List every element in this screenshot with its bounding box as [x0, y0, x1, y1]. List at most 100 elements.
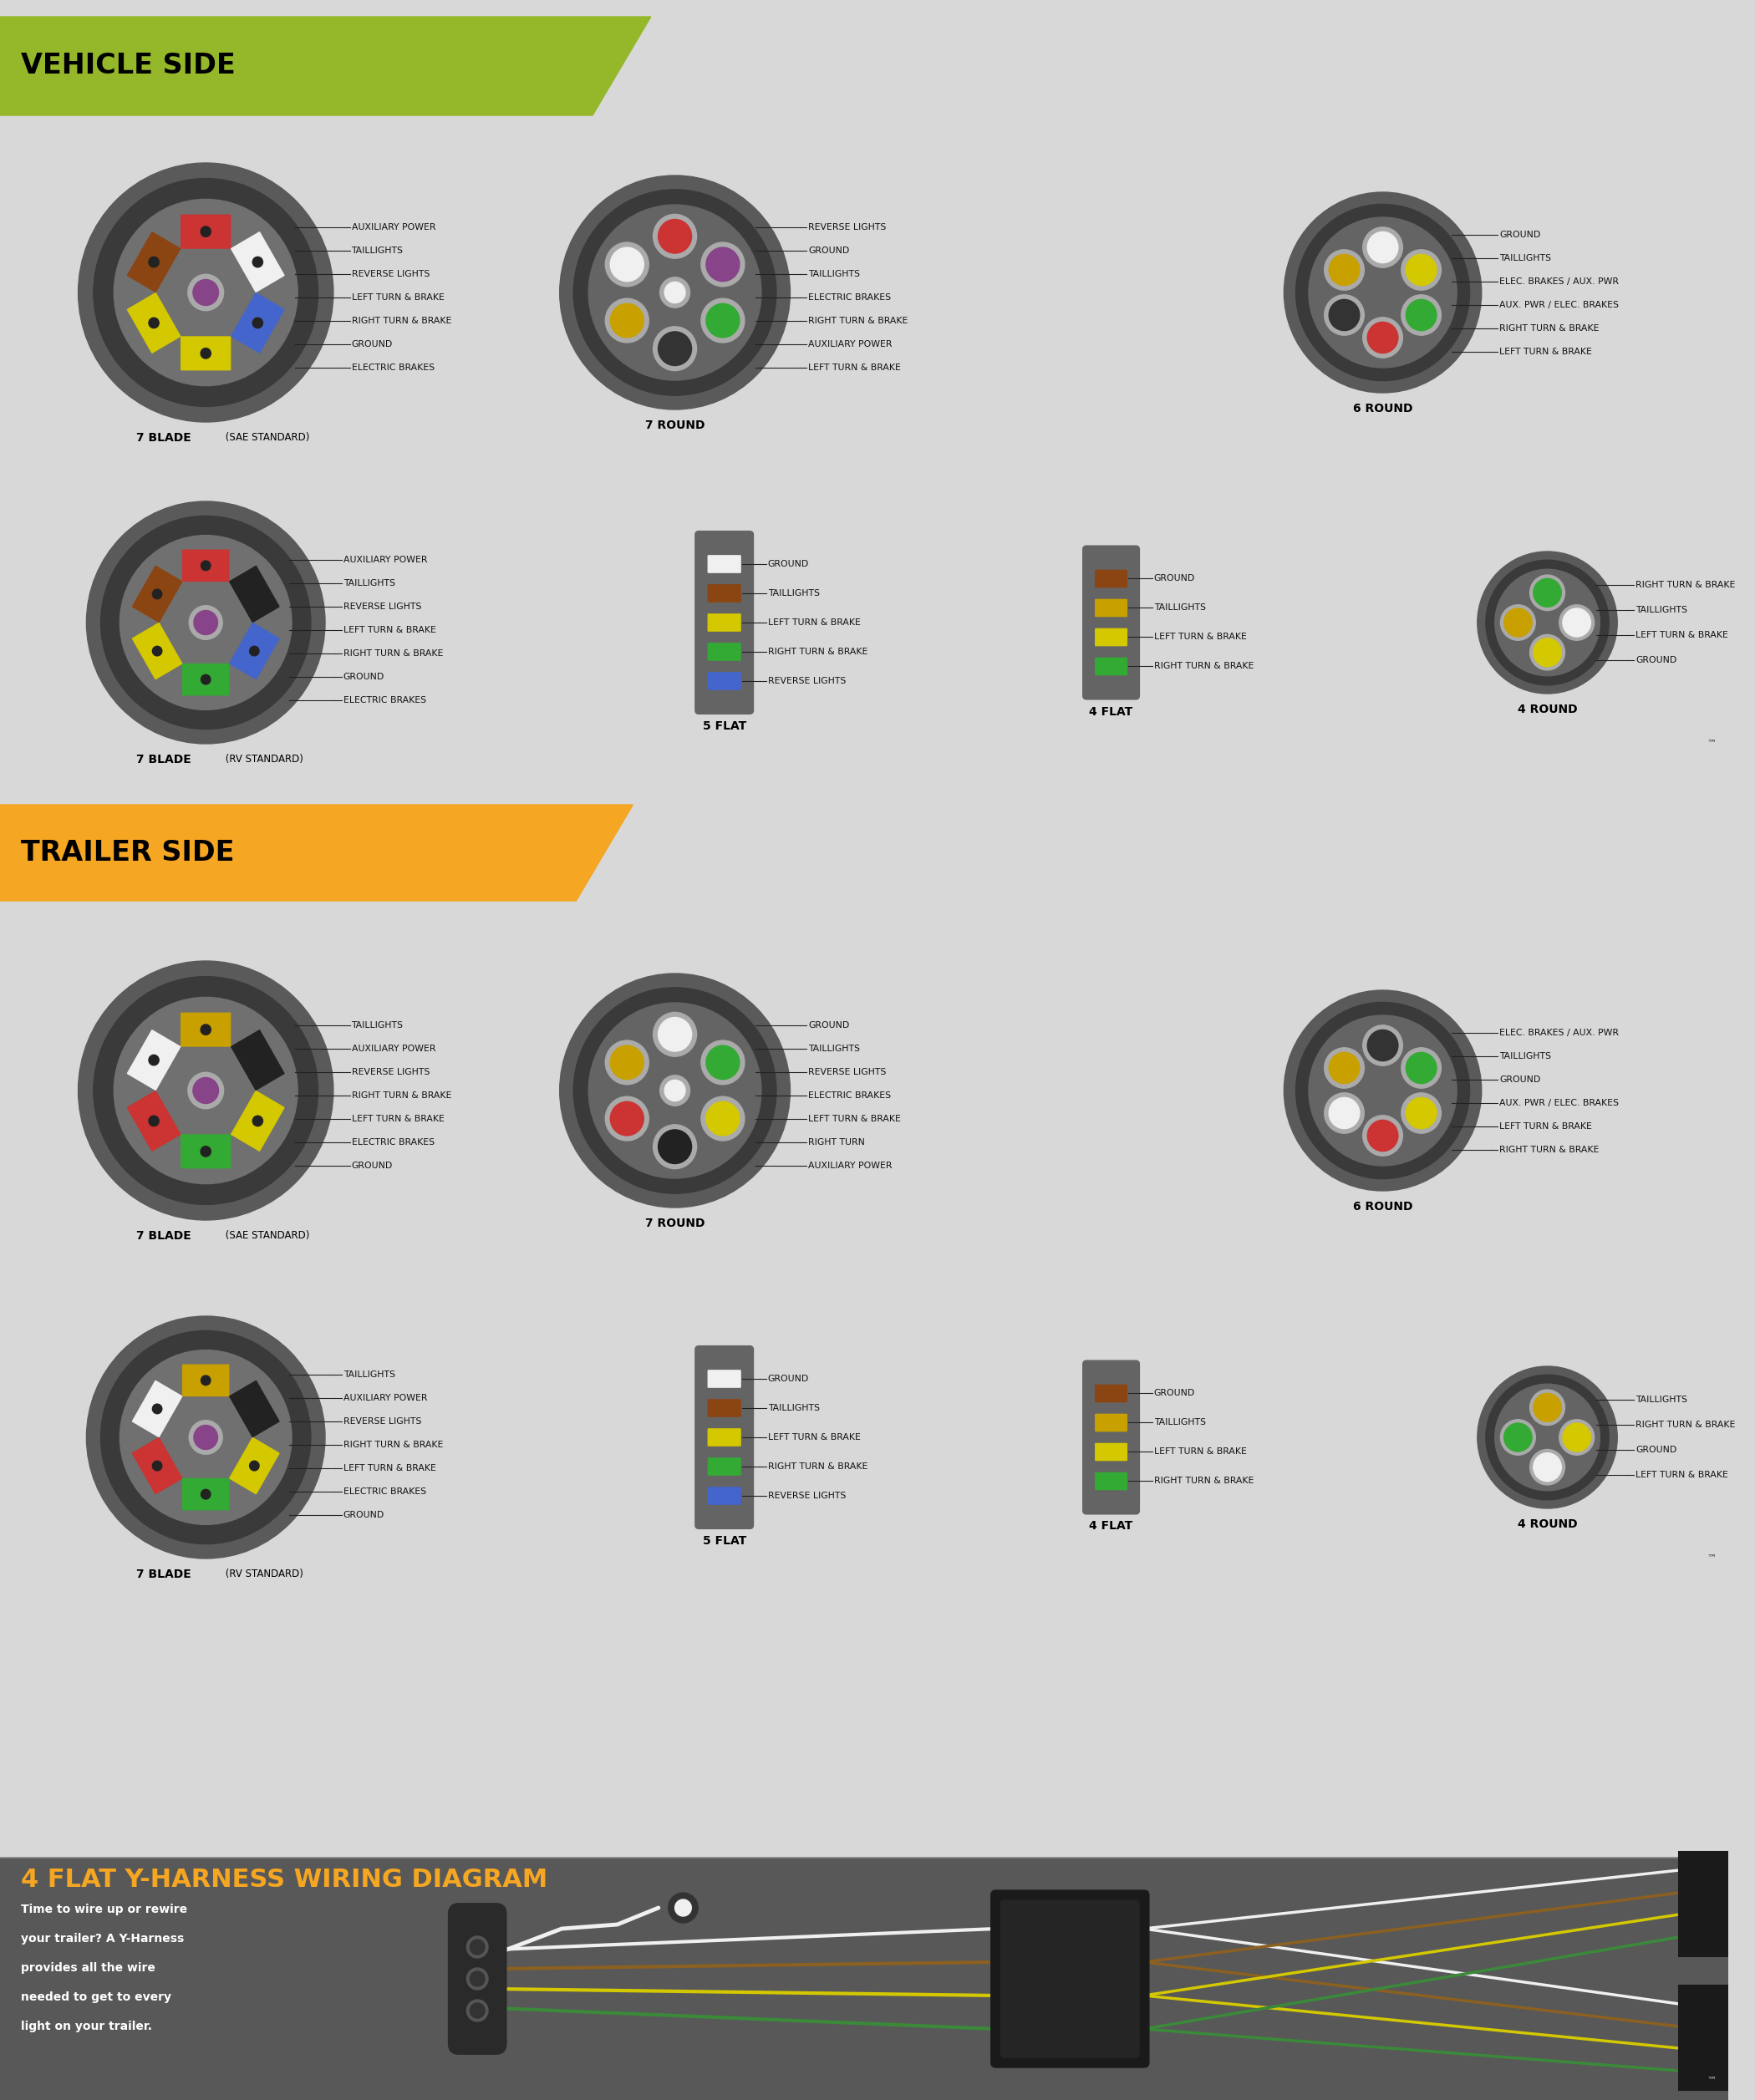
- FancyBboxPatch shape: [1095, 571, 1127, 588]
- Text: TAILLIGHTS: TAILLIGHTS: [1499, 1052, 1551, 1060]
- FancyBboxPatch shape: [707, 557, 741, 573]
- Circle shape: [1400, 1092, 1441, 1134]
- Circle shape: [611, 1046, 644, 1079]
- Text: 5 FLAT: 5 FLAT: [702, 720, 746, 733]
- Text: LEFT TURN & BRAKE: LEFT TURN & BRAKE: [344, 626, 435, 634]
- Circle shape: [1325, 294, 1364, 336]
- FancyBboxPatch shape: [230, 567, 279, 622]
- Text: TAILLIGHTS: TAILLIGHTS: [1155, 1418, 1206, 1426]
- Circle shape: [114, 998, 298, 1184]
- Circle shape: [1530, 634, 1565, 670]
- Circle shape: [86, 1317, 325, 1558]
- Circle shape: [658, 218, 691, 254]
- Text: 4 ROUND: 4 ROUND: [1518, 1518, 1578, 1531]
- FancyBboxPatch shape: [128, 1092, 181, 1151]
- Circle shape: [202, 1376, 211, 1386]
- Circle shape: [588, 204, 762, 380]
- Circle shape: [467, 1968, 488, 1989]
- Text: ELEC. BRAKES / AUX. PWR: ELEC. BRAKES / AUX. PWR: [1499, 277, 1620, 286]
- Circle shape: [1406, 1098, 1437, 1128]
- Circle shape: [114, 200, 298, 386]
- Circle shape: [1329, 1052, 1360, 1084]
- Circle shape: [588, 1004, 762, 1178]
- Circle shape: [700, 1040, 744, 1084]
- FancyBboxPatch shape: [183, 664, 228, 695]
- Text: LEFT TURN & BRAKE: LEFT TURN & BRAKE: [1499, 349, 1592, 357]
- Circle shape: [605, 1040, 649, 1084]
- Circle shape: [574, 987, 776, 1193]
- FancyBboxPatch shape: [181, 1012, 230, 1046]
- Circle shape: [658, 1016, 691, 1052]
- Text: AUXILIARY POWER: AUXILIARY POWER: [344, 557, 426, 565]
- Circle shape: [1367, 321, 1399, 353]
- Text: LEFT TURN & BRAKE: LEFT TURN & BRAKE: [769, 617, 860, 626]
- Text: AUXILIARY POWER: AUXILIARY POWER: [809, 1161, 892, 1170]
- Text: REVERSE LIGHTS: REVERSE LIGHTS: [344, 1418, 421, 1426]
- FancyBboxPatch shape: [707, 672, 741, 689]
- Circle shape: [79, 164, 333, 422]
- Text: ELECTRIC BRAKES: ELECTRIC BRAKES: [351, 363, 433, 372]
- Circle shape: [1285, 991, 1481, 1191]
- Circle shape: [1364, 1025, 1402, 1065]
- FancyBboxPatch shape: [707, 643, 741, 659]
- Bar: [0, 1859, 1729, 2100]
- FancyBboxPatch shape: [1000, 1900, 1139, 2058]
- Circle shape: [470, 1972, 484, 1987]
- FancyBboxPatch shape: [707, 1371, 741, 1388]
- Circle shape: [658, 332, 691, 365]
- Text: RIGHT TURN & BRAKE: RIGHT TURN & BRAKE: [344, 649, 442, 657]
- Text: RIGHT TURN & BRAKE: RIGHT TURN & BRAKE: [769, 647, 867, 655]
- Text: RIGHT TURN & BRAKE: RIGHT TURN & BRAKE: [1499, 1147, 1599, 1155]
- FancyBboxPatch shape: [1083, 1361, 1139, 1514]
- Text: needed to get to every: needed to get to every: [21, 1991, 170, 2003]
- FancyBboxPatch shape: [132, 567, 183, 622]
- FancyBboxPatch shape: [1095, 1443, 1127, 1460]
- Circle shape: [249, 590, 260, 598]
- Circle shape: [153, 1405, 161, 1413]
- Bar: [0, 0, 1729, 1859]
- Circle shape: [1495, 569, 1601, 676]
- Circle shape: [1367, 1119, 1399, 1151]
- Text: TAILLIGHTS: TAILLIGHTS: [1499, 254, 1551, 262]
- Text: 4 FLAT Y-HARNESS WIRING DIAGRAM: 4 FLAT Y-HARNESS WIRING DIAGRAM: [21, 1867, 548, 1892]
- Text: GROUND: GROUND: [1636, 1445, 1676, 1453]
- Circle shape: [1478, 552, 1618, 693]
- FancyBboxPatch shape: [707, 1487, 741, 1504]
- Text: LEFT TURN & BRAKE: LEFT TURN & BRAKE: [769, 1432, 860, 1441]
- Text: 6 ROUND: 6 ROUND: [1353, 403, 1413, 414]
- Text: ELECTRIC BRAKES: ELECTRIC BRAKES: [344, 695, 426, 704]
- FancyBboxPatch shape: [232, 294, 284, 353]
- Circle shape: [153, 1462, 161, 1470]
- Circle shape: [669, 1892, 698, 1924]
- Circle shape: [1562, 1424, 1590, 1451]
- Circle shape: [574, 189, 776, 395]
- Text: REVERSE LIGHTS: REVERSE LIGHTS: [351, 271, 430, 279]
- FancyBboxPatch shape: [1095, 1413, 1127, 1432]
- FancyBboxPatch shape: [181, 214, 230, 248]
- Circle shape: [253, 317, 263, 328]
- Text: AUX. PWR / ELEC. BRAKES: AUX. PWR / ELEC. BRAKES: [1499, 1098, 1620, 1107]
- Circle shape: [202, 561, 211, 571]
- Circle shape: [253, 1115, 263, 1126]
- Text: (RV STANDARD): (RV STANDARD): [223, 754, 304, 764]
- Text: TAILLIGHTS: TAILLIGHTS: [809, 271, 860, 279]
- Text: TAILLIGHTS: TAILLIGHTS: [344, 1371, 395, 1380]
- Circle shape: [1309, 216, 1457, 368]
- Circle shape: [658, 1130, 691, 1163]
- Text: ™: ™: [1708, 739, 1716, 748]
- Text: GROUND: GROUND: [344, 672, 384, 680]
- Circle shape: [190, 605, 223, 640]
- Circle shape: [700, 298, 744, 342]
- Circle shape: [1562, 609, 1590, 636]
- Text: TAILLIGHTS: TAILLIGHTS: [351, 246, 404, 254]
- Circle shape: [1364, 1115, 1402, 1155]
- Circle shape: [1295, 204, 1469, 380]
- FancyBboxPatch shape: [707, 613, 741, 630]
- FancyBboxPatch shape: [181, 336, 230, 370]
- Circle shape: [249, 647, 260, 655]
- Text: LEFT TURN & BRAKE: LEFT TURN & BRAKE: [1636, 1470, 1729, 1478]
- Circle shape: [653, 328, 697, 372]
- Circle shape: [1367, 1029, 1399, 1060]
- Circle shape: [1325, 250, 1364, 290]
- Text: RIGHT TURN & BRAKE: RIGHT TURN & BRAKE: [1636, 582, 1736, 590]
